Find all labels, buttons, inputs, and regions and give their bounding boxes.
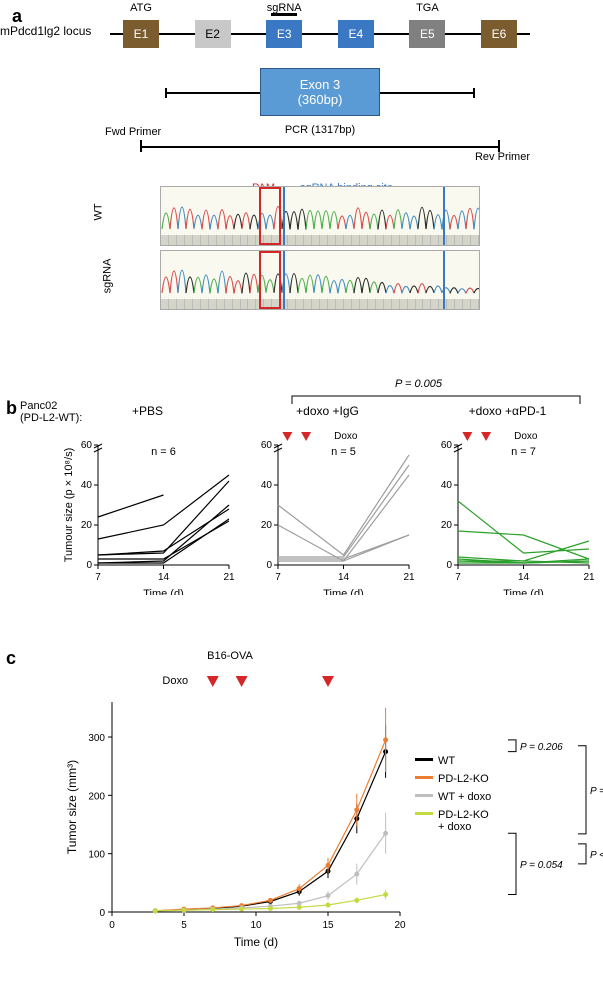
svg-text:21: 21 — [223, 572, 235, 583]
svg-text:21: 21 — [403, 572, 415, 583]
svg-text:60: 60 — [81, 440, 93, 451]
c-title: B16-OVA — [60, 650, 400, 662]
svg-text:14: 14 — [158, 572, 170, 583]
exon-e1: ATGE1 — [123, 20, 159, 48]
svg-text:Time (d): Time (d) — [234, 935, 278, 949]
svg-text:20: 20 — [441, 520, 453, 531]
svg-text:40: 40 — [441, 480, 453, 491]
seq-wt: WT — [110, 186, 530, 246]
svg-text:15: 15 — [322, 920, 334, 931]
pcr-line: Fwd Primer PCR (1317bp) Rev Primer — [140, 136, 500, 176]
pval-b: P = 0.005 — [395, 378, 442, 390]
svg-text:Time (d): Time (d) — [143, 588, 184, 595]
svg-text:21: 21 — [583, 572, 595, 583]
exon-e5: TGAE5 — [409, 20, 445, 48]
svg-text:n = 5: n = 5 — [331, 446, 356, 458]
svg-text:Tumour size (p × 10⁸/s): Tumour size (p × 10⁸/s) — [63, 448, 75, 563]
locus-label: mPdcd1lg2 locus — [0, 24, 91, 38]
bplot-svg: 0 20 40 60 7 14 21 n = 5 Doxo Time (d) — [240, 420, 415, 595]
svg-text:100: 100 — [88, 850, 105, 861]
svg-text:14: 14 — [338, 572, 350, 583]
svg-text:PD-L2-KO: PD-L2-KO — [438, 773, 489, 785]
group-label: Panc02 (PD-L2-WT): — [20, 400, 82, 424]
svg-text:P = 0.054: P = 0.054 — [520, 860, 563, 871]
svg-text:Doxo: Doxo — [334, 431, 358, 442]
exon-e6: E6 — [481, 20, 517, 48]
svg-text:20: 20 — [261, 520, 273, 531]
bplot-title: +PBS — [60, 404, 235, 418]
svg-text:Doxo: Doxo — [162, 675, 188, 687]
exon-e2: E2 — [195, 20, 231, 48]
svg-text:+ doxo: + doxo — [438, 821, 471, 833]
svg-text:Doxo: Doxo — [514, 431, 538, 442]
svg-text:Time (d): Time (d) — [503, 588, 544, 595]
bplot-svg: 0 20 40 60 7 14 21 n = 6 Tumour size (p × 10⁸/s)… — [60, 420, 235, 595]
svg-text:5: 5 — [181, 920, 187, 931]
svg-text:0: 0 — [266, 560, 272, 571]
seq-sgrna: sgRNA — [110, 250, 530, 310]
c-plot: 010020030005101520DoxoTumor size (mm³)Ti… — [60, 662, 400, 932]
svg-text:20: 20 — [81, 520, 93, 531]
exon3-box: Exon 3 (360bp) — [260, 68, 380, 116]
svg-text:WT + doxo: WT + doxo — [438, 791, 491, 803]
svg-text:200: 200 — [88, 791, 105, 802]
svg-text:0: 0 — [446, 560, 452, 571]
svg-text:10: 10 — [250, 920, 262, 931]
svg-text:Time (d): Time (d) — [323, 588, 364, 595]
svg-text:40: 40 — [261, 480, 273, 491]
exon-e3: sgRNAE3 — [266, 20, 302, 48]
svg-text:WT: WT — [438, 755, 455, 767]
panel-c: B16-OVA 0 100 200 300 0 5 10 15 20 Doxo Tumor size… — [10, 650, 595, 932]
svg-text:40: 40 — [81, 480, 93, 491]
svg-text:60: 60 — [441, 440, 453, 451]
panel-b: Panc02 (PD-L2-WT): P = 0.005 +PBS0204060… — [10, 400, 595, 598]
svg-text:20: 20 — [394, 920, 406, 931]
svg-text:P = 0.206: P = 0.206 — [520, 742, 563, 753]
svg-text:P < 0.0001: P < 0.0001 — [590, 850, 603, 861]
svg-text:0: 0 — [86, 560, 92, 571]
svg-text:14: 14 — [518, 572, 530, 583]
panel-a: mPdcd1lg2 locus ATGE1 E2 sgRNAE3 E4 TGAE… — [30, 10, 580, 310]
exon-e4: E4 — [338, 20, 374, 48]
svg-text:P = 0.496: P = 0.496 — [590, 786, 603, 797]
svg-text:60: 60 — [261, 440, 273, 451]
svg-text:7: 7 — [455, 572, 461, 583]
bplot-svg: 0 20 40 60 7 14 21 n = 7 Doxo Time (d) — [420, 420, 595, 595]
svg-text:n = 7: n = 7 — [511, 446, 536, 458]
svg-text:0: 0 — [99, 908, 105, 919]
svg-text:7: 7 — [95, 572, 101, 583]
svg-text:0: 0 — [109, 920, 115, 931]
svg-text:n = 6: n = 6 — [151, 446, 176, 458]
svg-text:Tumor size (mm³): Tumor size (mm³) — [65, 760, 79, 854]
svg-text:7: 7 — [275, 572, 281, 583]
svg-text:300: 300 — [88, 733, 105, 744]
svg-text:PD-L2-KO: PD-L2-KO — [438, 809, 489, 821]
